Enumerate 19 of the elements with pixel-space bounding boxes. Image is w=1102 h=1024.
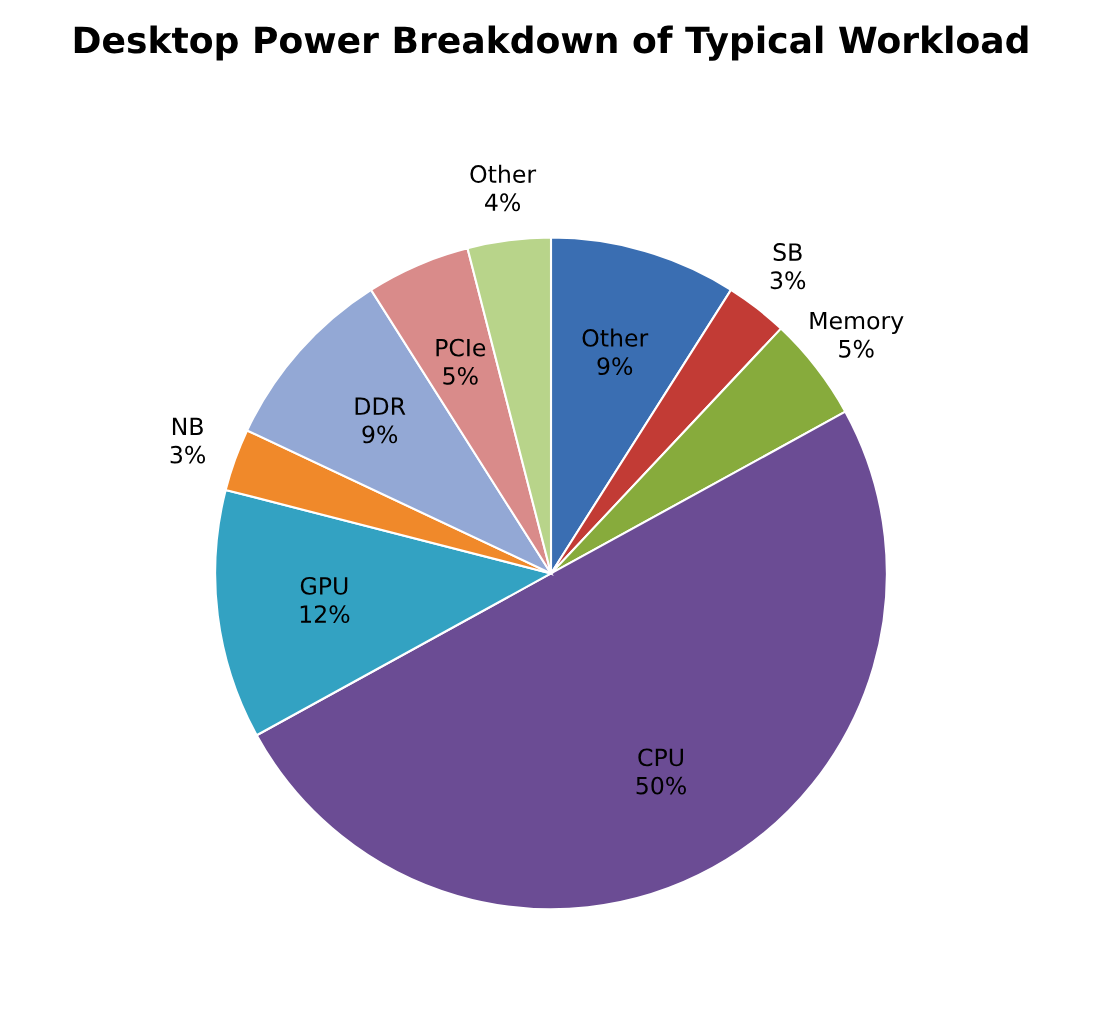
- data-label: 5%: [839, 339, 874, 358]
- data-label: 3%: [770, 271, 806, 290]
- slice-label: PCIe: [436, 338, 486, 357]
- slice-label: DDR: [355, 397, 406, 415]
- slice-label: CPU: [638, 748, 683, 767]
- chart-title: Desktop Power Breakdown of Typical Workload: [74, 25, 1028, 61]
- slice-label: GPU: [300, 576, 348, 595]
- slice-label: Memory: [810, 311, 904, 335]
- data-label: 9%: [362, 425, 398, 444]
- slice-label: NB: [172, 417, 203, 435]
- data-label: 9%: [597, 357, 633, 376]
- slice-label: Other: [470, 164, 537, 183]
- slice-label: Other: [582, 328, 649, 347]
- data-label: 3%: [170, 445, 206, 464]
- data-label: 12%: [300, 605, 350, 624]
- slice-label: SB: [773, 243, 802, 261]
- data-label: 5%: [443, 366, 478, 385]
- data-label: 4%: [485, 193, 521, 212]
- data-label: 50%: [636, 776, 686, 795]
